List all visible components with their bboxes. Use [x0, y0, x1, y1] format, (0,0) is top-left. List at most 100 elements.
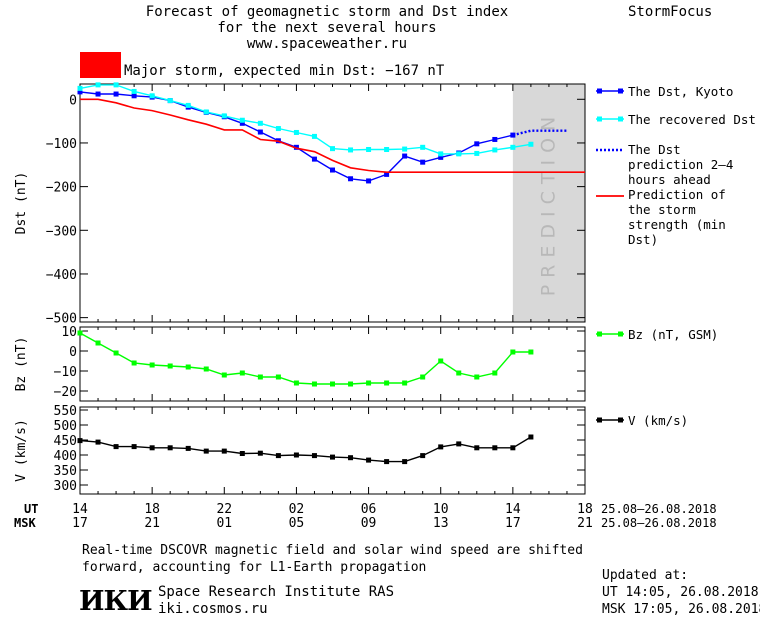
msk-tick-label: 09	[360, 516, 377, 531]
chart-title: Forecast of geomagnetic storm and Dst in…	[0, 4, 654, 52]
v-series-0-point	[113, 444, 119, 450]
dst-series-1-point	[402, 146, 408, 152]
title-line-1: Forecast of geomagnetic storm and Dst in…	[145, 4, 509, 20]
legend-dst-prediction: The Dst prediction 2–4 hours ahead	[628, 142, 734, 187]
ut-tick-label: 18	[577, 502, 593, 517]
v-series-0-point	[95, 439, 101, 445]
v-ytick-label: 350	[54, 464, 77, 479]
bz-series-0-point	[275, 374, 281, 380]
dst-series-1-point	[438, 151, 444, 157]
v-series-0-point	[293, 452, 299, 458]
dst-ylabel: Dst (nT)	[14, 172, 29, 235]
v-series-0-point	[149, 445, 155, 451]
dst-series-0-point	[95, 91, 101, 97]
bz-series-0-point	[113, 350, 119, 356]
v-series-0-point	[456, 441, 462, 447]
dst-series-1-point	[113, 82, 119, 88]
institute-website[interactable]: iki.cosmos.ru	[158, 601, 268, 617]
bz-ytick-label: 0	[69, 345, 77, 360]
date-range-ut: 25.08–26.08.2018	[601, 502, 717, 516]
msk-tick-label: 05	[288, 516, 305, 531]
dst-series-1-point	[384, 147, 390, 153]
bz-series-0-point	[185, 364, 191, 370]
msk-tick-label: 17	[505, 516, 521, 531]
bz-series-0-point	[293, 380, 299, 386]
dst-series-0-point	[384, 171, 390, 177]
ut-tick-label: 22	[216, 502, 233, 517]
v-series-0-point	[528, 434, 534, 440]
ut-tick-label: 06	[360, 502, 377, 517]
v-series-0-point	[221, 448, 227, 454]
dst-series-0-point	[131, 93, 137, 99]
bz-frame	[79, 326, 586, 402]
v-series-0-point	[167, 445, 173, 451]
dst-legend-marker-1	[597, 116, 602, 122]
dst-series-1-point	[293, 129, 299, 135]
bz-series-0-point	[438, 358, 444, 364]
dst-series-1-point	[510, 144, 516, 150]
legend-dst-kyoto: The Dst, Kyoto	[628, 84, 734, 99]
dst-series-0-point	[420, 159, 426, 165]
dst-series-1-point	[167, 98, 173, 104]
bz-legend-marker-0	[618, 331, 623, 337]
v-series-0-point	[366, 457, 372, 463]
bz-series-0-point	[510, 349, 516, 355]
v-series-0-point	[131, 444, 137, 450]
bz-series-0-point	[203, 366, 209, 372]
v-ylabel: V (km/s)	[14, 419, 29, 482]
iki-logo: ИКИ	[79, 586, 153, 617]
v-series-0-point	[311, 453, 317, 459]
dst-series-1-point	[492, 147, 498, 153]
institute-name: Space Research Institute RAS	[158, 584, 395, 600]
title-line-2: for the next several hours	[217, 20, 437, 36]
v-series-0-point	[474, 445, 480, 451]
dst-series-1-point	[474, 150, 480, 156]
ut-axis-label: UT	[24, 502, 39, 516]
msk-tick-label: 13	[432, 516, 449, 531]
prediction-band	[512, 84, 585, 322]
bz-series-0-point	[456, 370, 462, 376]
bz-series-0-point	[474, 374, 480, 380]
bz-series-0-point	[311, 381, 317, 387]
v-legend-marker-0	[597, 417, 602, 423]
dst-ytick-label: −300	[46, 224, 77, 239]
v-series-0-point	[330, 454, 335, 460]
msk-tick-label: 17	[72, 516, 88, 531]
v-series-0-point	[275, 453, 281, 459]
bz-ytick-label: 10	[61, 325, 77, 340]
dst-legend-marker-0	[597, 88, 602, 94]
ut-tick-label: 14	[505, 502, 521, 517]
storm-level-label: Major storm, expected min Dst: −167 nT	[124, 63, 445, 79]
dst-series-2-line	[512, 129, 567, 137]
v-series-0-point	[239, 451, 245, 456]
bz-series-0-point	[366, 380, 372, 386]
bz-ytick-label: −20	[54, 385, 77, 400]
dst-series-0-point	[438, 154, 444, 160]
dst-ytick-label: −200	[46, 181, 77, 196]
v-ytick-label: 500	[54, 419, 77, 434]
ut-tick-label: 18	[144, 502, 160, 517]
dst-series-1-point	[185, 102, 191, 108]
dst-series-1-point	[456, 151, 462, 157]
bz-series-0-point	[402, 380, 408, 386]
brand-name: StormFocus	[628, 4, 713, 20]
dst-series-1-point	[239, 117, 245, 123]
dst-ytick-label: −400	[46, 268, 77, 283]
prediction-band-label: PREDICTION	[537, 110, 559, 297]
v-series-0-point	[510, 445, 516, 451]
dst-series-0-point	[510, 132, 516, 138]
legend-recovered-dst: The recovered Dst	[628, 112, 756, 127]
dst-series-1-point	[77, 85, 83, 91]
bz-series-0-point	[149, 362, 155, 368]
bz-series-0-point	[348, 381, 354, 387]
dst-series-0-point	[330, 167, 335, 173]
bz-series-0-point	[384, 380, 390, 386]
dst-series-1-point	[275, 126, 281, 132]
dst-legend-marker-0	[618, 88, 623, 94]
dst-series-0-point	[402, 153, 408, 159]
legend-v: V (km/s)	[628, 413, 689, 428]
v-series-0-point	[257, 450, 263, 456]
v-series-0-point	[402, 459, 408, 465]
v-series-0-point	[203, 448, 209, 454]
